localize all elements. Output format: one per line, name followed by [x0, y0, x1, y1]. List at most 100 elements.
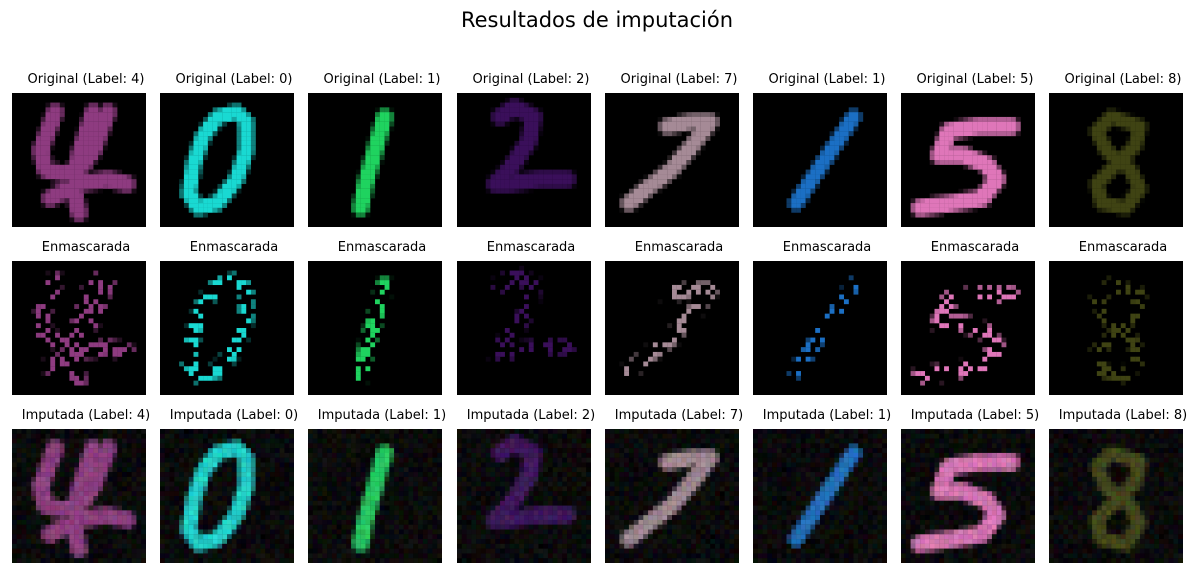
digit-pixel — [355, 366, 361, 372]
digit-pixel — [398, 500, 404, 506]
digit-pixel — [40, 476, 46, 482]
digit-pixel — [212, 534, 218, 540]
digit-pixel — [538, 486, 544, 492]
digit-pixel — [102, 304, 108, 309]
digit-pixel — [490, 481, 496, 487]
digit-pixel — [284, 452, 290, 458]
digit-pixel — [59, 433, 65, 439]
digit-pixel — [331, 472, 337, 477]
digit-pixel — [45, 140, 51, 146]
digit-pixel — [365, 198, 371, 204]
digit-pixel — [567, 476, 572, 482]
digit-pixel — [241, 112, 247, 118]
digit-pixel — [533, 510, 539, 516]
digit-pixel — [88, 496, 94, 501]
digit-pixel — [480, 481, 486, 487]
digit-pixel — [69, 188, 75, 194]
digit-pixel — [633, 198, 639, 204]
digit-pixel — [21, 467, 27, 473]
digit-pixel — [74, 164, 80, 170]
digit-pixel — [112, 169, 118, 175]
digit-pixel — [322, 510, 328, 516]
digit-pixel — [485, 179, 491, 185]
digit-pixel — [327, 448, 333, 454]
digit-pixel — [59, 543, 65, 549]
digit-pixel — [246, 150, 252, 156]
digit-canvas — [308, 429, 442, 563]
digit-pixel — [495, 505, 501, 511]
digit-pixel — [375, 539, 380, 544]
digit-pixel — [403, 462, 409, 468]
digit-pixel — [509, 472, 515, 477]
digit-pixel — [35, 476, 41, 482]
digit-pixel — [79, 198, 84, 204]
digit-pixel — [987, 179, 993, 185]
digit-pixel — [207, 539, 213, 544]
digit-pixel — [274, 543, 280, 549]
digit-pixel — [360, 543, 366, 549]
digit-pixel — [355, 515, 361, 521]
digit-pixel — [355, 457, 361, 463]
digit-pixel — [375, 467, 380, 473]
digit-pixel — [695, 304, 701, 309]
digit-pixel — [355, 188, 361, 194]
digit-pixel — [107, 443, 113, 449]
digit-pixel — [365, 207, 371, 213]
digit-pixel — [375, 155, 380, 161]
digit-pixel — [500, 519, 505, 525]
digit-pixel — [141, 534, 146, 540]
digit-pixel — [331, 491, 337, 497]
digit-pixel — [265, 438, 271, 444]
digit-pixel — [384, 500, 390, 506]
digit-pixel — [389, 543, 395, 549]
digit-pixel — [250, 519, 256, 525]
digit-pixel — [375, 457, 380, 463]
digit-pixel — [351, 539, 356, 544]
digit-pixel — [1135, 145, 1141, 151]
digit-pixel — [107, 448, 113, 454]
digit-pixel — [815, 179, 821, 185]
digit-pixel — [681, 280, 687, 286]
digit-pixel — [55, 164, 60, 170]
digit-pixel — [1130, 160, 1136, 165]
digit-pixel — [370, 481, 376, 487]
digit-pixel — [370, 496, 376, 501]
digit-pixel — [83, 481, 89, 487]
digit-pixel — [83, 371, 89, 376]
digit-pixel — [437, 558, 442, 563]
digit-pixel — [576, 443, 582, 449]
digit-pixel — [179, 519, 185, 525]
digit-pixel — [198, 289, 204, 295]
digit-pixel — [581, 510, 587, 516]
digit-pixel — [250, 543, 256, 549]
digit-pixel — [227, 116, 232, 122]
digit-pixel — [40, 462, 46, 468]
digit-pixel — [533, 121, 539, 127]
digit-pixel — [375, 160, 380, 165]
digit-pixel — [519, 284, 525, 290]
digit-pixel — [710, 121, 716, 127]
digit-pixel — [26, 510, 32, 516]
digit-pixel — [514, 169, 520, 175]
digit-pixel — [427, 529, 433, 535]
digit-pixel — [265, 524, 271, 530]
digit-pixel — [98, 304, 104, 309]
digit-pixel — [427, 452, 433, 458]
digit-pixel — [26, 519, 32, 525]
digit-pixel — [227, 112, 232, 118]
digit-pixel — [236, 496, 242, 501]
digit-pixel — [365, 183, 371, 189]
digit-pixel — [21, 558, 27, 563]
digit-pixel — [519, 155, 525, 161]
digit-pixel — [183, 438, 189, 444]
digit-pixel — [83, 515, 89, 521]
digit-pixel — [461, 467, 467, 473]
digit-pixel — [164, 452, 170, 458]
digit-pixel — [676, 169, 682, 175]
digit-image — [308, 93, 442, 227]
digit-pixel — [117, 472, 123, 477]
digit-pixel — [360, 510, 366, 516]
digit-pixel — [695, 131, 701, 137]
digit-pixel — [79, 491, 84, 497]
digit-pixel — [987, 332, 993, 338]
